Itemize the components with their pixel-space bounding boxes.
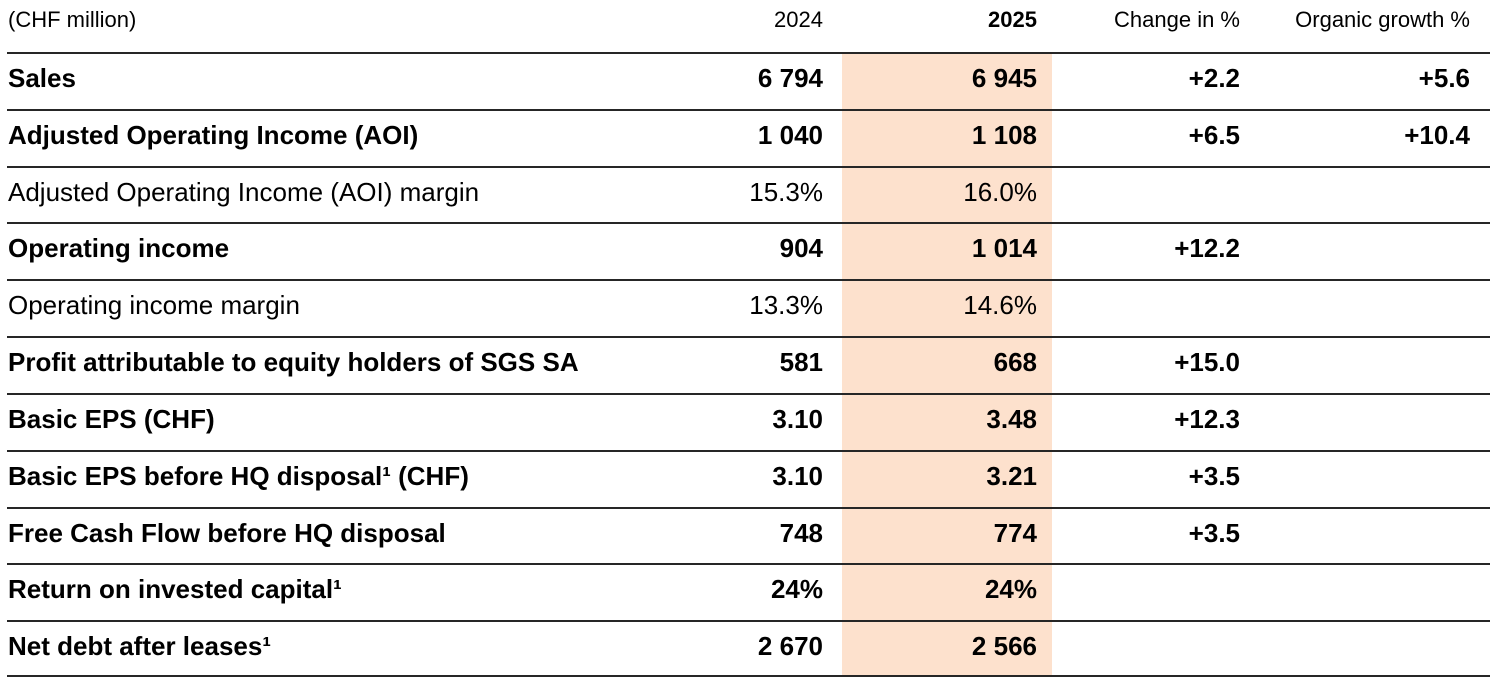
value-2025: 24%	[984, 574, 1037, 605]
row-label: Return on invested capital¹	[8, 574, 342, 605]
unit-label: (CHF million)	[8, 7, 137, 32]
value-2025: 16.0%	[963, 176, 1037, 207]
value-2024: 3.10	[772, 460, 823, 491]
value-2025: 3.21	[986, 460, 1037, 491]
table-body: Sales 6 794 6 945 +2.2 +5.6 Adjusted Ope…	[7, 52, 1490, 677]
value-change-percent: +2.2	[1188, 63, 1240, 93]
column-header-organic-growth: Organic growth %	[1295, 7, 1470, 32]
value-organic-growth-percent: +5.6	[1418, 63, 1470, 93]
value-2025: 774	[993, 517, 1037, 548]
row-label: Operating income margin	[8, 290, 300, 321]
row-label: Free Cash Flow before HQ disposal	[8, 517, 446, 548]
value-organic-growth-percent: +10.4	[1404, 119, 1470, 150]
value-2024: 15.3%	[749, 176, 823, 207]
value-change-percent: +12.2	[1174, 233, 1240, 264]
table-row: Sales 6 794 6 945 +2.2 +5.6	[7, 52, 1490, 109]
value-change-percent: +12.3	[1174, 403, 1240, 434]
column-header-2024: 2024	[774, 7, 823, 32]
value-change-percent: +3.5	[1188, 460, 1240, 491]
row-label: Sales	[8, 63, 76, 93]
value-2024: 24%	[770, 574, 823, 605]
table-row: Operating income margin 13.3% 14.6%	[7, 279, 1490, 336]
value-2025: 6 945	[971, 63, 1037, 93]
row-label: Operating income	[8, 233, 230, 264]
row-label: Net debt after leases¹	[8, 631, 271, 662]
row-label: Adjusted Operating Income (AOI) margin	[8, 176, 480, 207]
value-2025: 668	[993, 347, 1037, 378]
row-label: Basic EPS (CHF)	[8, 403, 215, 434]
value-change-percent: +3.5	[1188, 517, 1240, 548]
table-row: Basic EPS (CHF) 3.10 3.48 +12.3	[7, 392, 1490, 450]
table-row: Adjusted Operating Income (AOI) margin 1…	[7, 165, 1490, 223]
value-2024: 904	[779, 233, 823, 264]
table-row: Adjusted Operating Income (AOI) 1 040 1 …	[7, 108, 1490, 166]
financial-summary-table: (CHF million) 2024 2025 Change in % Orga…	[7, 0, 1490, 677]
value-2025: 1 108	[971, 119, 1037, 150]
column-header-2025: 2025	[988, 7, 1037, 32]
column-header-change: Change in %	[1114, 7, 1240, 32]
value-2025: 14.6%	[963, 290, 1037, 321]
highlight-2025-column	[842, 52, 1052, 677]
value-2024: 2 670	[757, 631, 823, 662]
value-2025: 3.48	[986, 403, 1037, 434]
table-row: Return on invested capital¹ 24% 24%	[7, 563, 1490, 620]
row-label: Adjusted Operating Income (AOI)	[8, 119, 419, 150]
value-2024: 1 040	[757, 119, 823, 150]
table-row: Net debt after leases¹ 2 670 2 566	[7, 620, 1490, 677]
table-row: Operating income 904 1 014 +12.2	[7, 222, 1490, 279]
table-row: Profit attributable to equity holders of…	[7, 336, 1490, 393]
row-label: Profit attributable to equity holders of…	[8, 347, 579, 378]
value-2025: 2 566	[971, 631, 1037, 662]
table-row: Free Cash Flow before HQ disposal 748 77…	[7, 506, 1490, 564]
table-header-row: (CHF million) 2024 2025 Change in % Orga…	[7, 0, 1490, 52]
value-2024: 3.10	[772, 403, 823, 434]
row-label: Basic EPS before HQ disposal¹ (CHF)	[8, 460, 469, 491]
value-2024: 6 794	[757, 63, 823, 93]
value-2024: 13.3%	[749, 290, 823, 321]
value-2024: 581	[779, 347, 823, 378]
value-change-percent: +15.0	[1174, 347, 1240, 378]
value-2025: 1 014	[971, 233, 1037, 264]
value-change-percent: +6.5	[1188, 119, 1240, 150]
table-row: Basic EPS before HQ disposal¹ (CHF) 3.10…	[7, 449, 1490, 507]
value-2024: 748	[779, 517, 823, 548]
